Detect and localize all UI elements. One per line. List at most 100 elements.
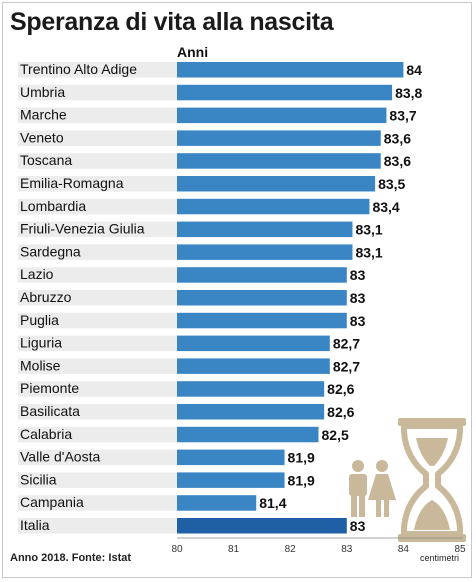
category-label: Valle d'Aosta — [20, 449, 100, 465]
source-note: Anno 2018. Fonte: Istat — [10, 552, 132, 564]
bar-row: Abruzzo 83 — [18, 289, 366, 306]
tick-label: 84 — [398, 544, 410, 555]
value-label: 82,7 — [333, 336, 360, 352]
row-label-bg — [18, 267, 177, 283]
chart-frame — [2, 2, 472, 578]
bar — [177, 381, 325, 397]
row-label-bg — [18, 518, 177, 534]
category-label: Basilicata — [20, 403, 80, 419]
bar — [177, 495, 257, 511]
tick-label: 80 — [171, 544, 183, 555]
row-label-bg — [18, 221, 177, 238]
bar — [177, 176, 376, 192]
tick-label: 81 — [228, 544, 240, 555]
bar-row: Toscana 83,6 — [18, 152, 411, 169]
category-label: Piemonte — [20, 380, 79, 396]
category-label: Campania — [20, 494, 84, 510]
bar-row: Lazio 83 — [18, 266, 366, 283]
category-label: Toscana — [20, 152, 72, 168]
decorative-icons — [349, 418, 466, 542]
bar-row: Basilicata 82,6 — [18, 403, 355, 420]
value-label: 82,5 — [322, 427, 349, 443]
bar-row: Sicilia 81,9 — [18, 471, 315, 488]
category-label: Italia — [20, 517, 50, 533]
bar — [177, 198, 370, 215]
bar-row: Piemonte 82,6 — [18, 380, 355, 397]
tick-label: 83 — [341, 544, 353, 555]
bar — [177, 107, 387, 124]
bar — [177, 426, 319, 443]
row-label-bg — [18, 358, 177, 374]
category-label: Emilia-Romagna — [20, 175, 124, 191]
row-label-bg — [18, 62, 177, 78]
category-label: Sardegna — [20, 243, 81, 259]
value-label: 83,6 — [384, 153, 411, 169]
row-label-bg — [18, 495, 177, 511]
category-label: Calabria — [20, 426, 72, 442]
category-label: Trentino Alto Adige — [20, 61, 137, 77]
bar — [177, 290, 347, 306]
category-label: Umbria — [20, 84, 65, 100]
bar — [177, 84, 393, 101]
row-label-bg — [18, 472, 177, 488]
category-label: Lazio — [20, 266, 54, 282]
value-label: 83,1 — [355, 244, 382, 260]
row-label-bg — [18, 404, 177, 420]
hourglass-icon — [398, 418, 466, 542]
value-label: 84 — [406, 62, 422, 78]
row-label-bg — [18, 244, 177, 260]
value-label: 81,9 — [288, 472, 315, 488]
value-label: 83 — [350, 313, 366, 329]
row-label-bg — [18, 426, 177, 443]
bar — [177, 335, 330, 352]
row-label-bg — [18, 290, 177, 306]
brand-logo: centimetri — [420, 553, 460, 563]
category-label: Veneto — [20, 129, 64, 145]
bar — [177, 312, 347, 329]
bar-row: Trentino Alto Adige 84 — [18, 61, 422, 78]
bar-row: Calabria 82,5 — [18, 426, 349, 443]
row-label-bg — [18, 107, 177, 124]
bar-row: Molise 82,7 — [18, 357, 360, 374]
row-label-bg — [18, 176, 177, 192]
bar-row: Sardegna 83,1 — [18, 243, 383, 260]
category-label: Puglia — [20, 312, 59, 328]
category-label: Friuli-Venezia Giulia — [20, 221, 145, 237]
man-icon — [349, 460, 367, 517]
chart-title: Speranza di vita alla nascita — [10, 8, 334, 36]
bar — [177, 267, 347, 283]
value-label: 83,6 — [384, 130, 411, 146]
bar — [177, 449, 285, 466]
bar-row: Marche 83,7 — [18, 107, 417, 124]
bar-row: Umbria 83,8 — [18, 84, 423, 101]
category-label: Marche — [20, 107, 67, 123]
bar-row: Lombardia 83,4 — [18, 198, 400, 215]
bar-row: Campania 81,4 — [18, 494, 287, 511]
value-label: 83,5 — [378, 176, 405, 192]
category-label: Sicilia — [20, 471, 57, 487]
row-label-bg — [18, 381, 177, 397]
value-label: 83,7 — [389, 108, 416, 124]
bar-row: Liguria 82,7 — [18, 335, 360, 352]
category-label: Abruzzo — [20, 289, 72, 305]
bar-row: Valle d'Aosta 81,9 — [18, 449, 315, 466]
bar — [177, 130, 381, 146]
unit-label: Anni — [177, 44, 209, 60]
tick-label: 85 — [454, 544, 466, 555]
bar-row: Friuli-Venezia Giulia 83,1 — [18, 221, 383, 238]
bar-row: Italia 83 — [18, 517, 366, 534]
value-label: 82,7 — [333, 358, 360, 374]
value-label: 83,1 — [355, 222, 382, 238]
bar — [177, 221, 353, 238]
bar — [177, 153, 381, 169]
row-label-bg — [18, 449, 177, 466]
bar-highlight — [177, 518, 347, 534]
bar — [177, 358, 330, 374]
category-label: Liguria — [20, 335, 62, 351]
bar — [177, 404, 325, 420]
row-label-bg — [18, 130, 177, 146]
tick-label: 82 — [285, 544, 297, 555]
row-label-bg — [18, 312, 177, 329]
bar-row: Veneto 83,6 — [18, 129, 411, 146]
